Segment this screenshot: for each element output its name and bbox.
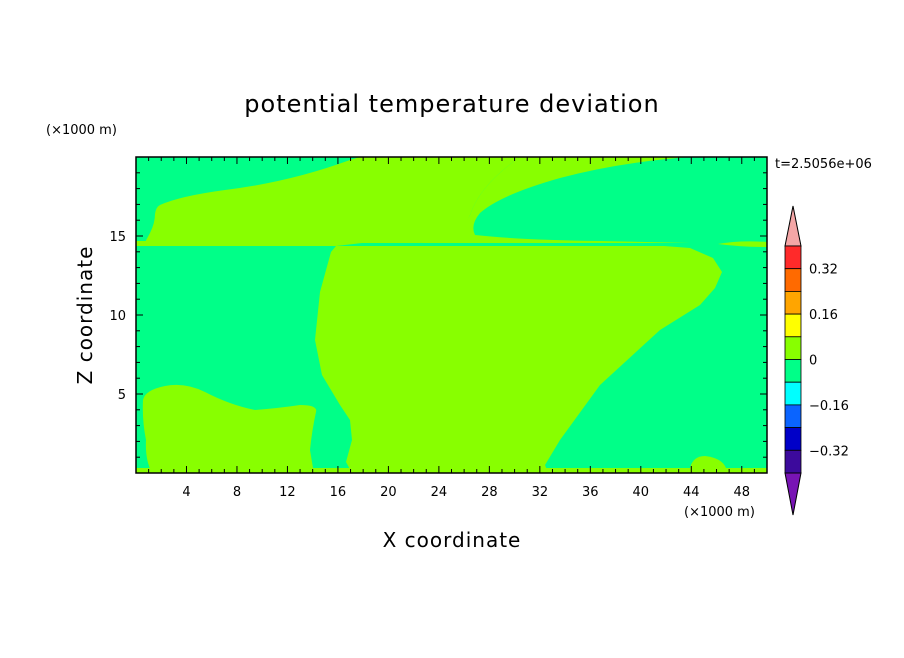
colorbar: 0.32 0.16 0 −0.16 −0.32 [784, 205, 849, 516]
x-tick-label: 40 [633, 485, 650, 500]
colorbar-swatch [784, 290, 802, 315]
colorbar-tick-label: 0.16 [809, 308, 838, 323]
plot-area [135, 156, 768, 474]
left-boundary-strip [136, 241, 148, 246]
y-tick-label: 15 [109, 230, 126, 245]
x-tick-label: 24 [431, 485, 448, 500]
x-tick-label: 8 [233, 485, 241, 500]
right-lens-region [718, 241, 767, 247]
y-unit-label: (×1000 m) [46, 123, 117, 138]
x-axis-label: X coordinate [383, 528, 522, 552]
x-axis-ticks: 4 8 12 16 20 24 28 32 36 40 44 48 [148, 157, 755, 500]
colorbar-swatch [784, 404, 802, 428]
x-tick-label: 16 [330, 485, 347, 500]
x-tick-label: 12 [279, 485, 296, 500]
x-tick-label: 4 [182, 485, 190, 500]
colorbar-swatch [784, 336, 802, 360]
x-tick-label: 36 [582, 485, 599, 500]
colorbar-swatch [784, 245, 802, 270]
colorbar-tick-label: 0 [809, 354, 817, 369]
colorbar-tick-label: 0.32 [809, 263, 838, 278]
x-tick-label: 32 [532, 485, 549, 500]
x-unit-label: (×1000 m) [684, 505, 755, 520]
colorbar-top-arrow [784, 205, 802, 247]
colorbar-tick-label: −0.16 [809, 399, 849, 414]
colorbar-swatch [784, 268, 802, 292]
upper-left-region [143, 157, 520, 246]
colorbar-bottom-arrow [784, 472, 802, 516]
chart-title: potential temperature deviation [244, 90, 659, 118]
y-axis-ticks: 5 10 15 [109, 172, 767, 458]
positive-regions [136, 157, 767, 473]
x-tick-label: 48 [733, 485, 750, 500]
y-tick-label: 10 [109, 309, 126, 324]
lower-left-region [142, 384, 322, 473]
y-tick-label: 5 [118, 388, 126, 403]
central-plume-region [315, 246, 722, 473]
x-tick-label: 20 [380, 485, 397, 500]
upper-right-region [420, 157, 690, 243]
colorbar-swatch [784, 313, 802, 338]
colorbar-tick-label: −0.32 [809, 444, 849, 459]
time-label: t=2.5056e+06 [775, 157, 872, 172]
x-tick-label: 44 [683, 485, 700, 500]
y-axis-label: Z coordinate [73, 246, 97, 385]
colorbar-swatch [784, 381, 802, 406]
colorbar-swatch [784, 359, 802, 383]
colorbar-swatch [784, 449, 802, 474]
x-tick-label: 28 [481, 485, 498, 500]
colorbar-swatch [784, 427, 802, 451]
